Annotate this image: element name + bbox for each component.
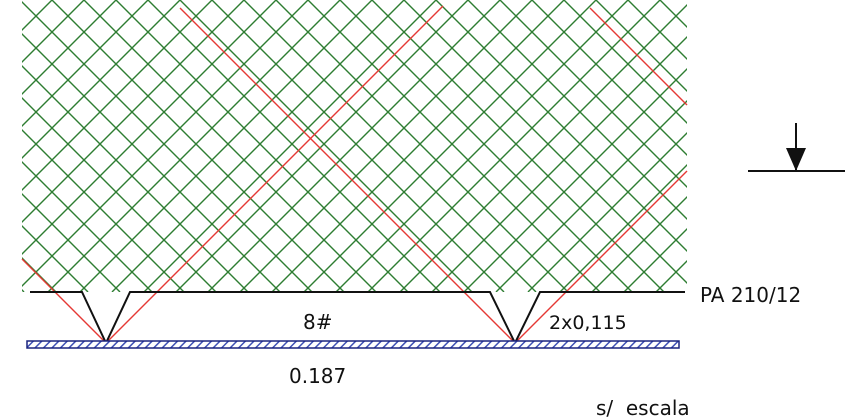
mesh-label: 8#	[303, 310, 332, 334]
mesh-line	[22, 0, 85, 63]
mesh-line	[22, 65, 249, 292]
mesh-line	[22, 0, 213, 191]
mesh-line	[22, 33, 281, 292]
mesh-line	[22, 129, 185, 292]
mesh-line	[688, 0, 845, 292]
mesh-line	[467, 0, 687, 220]
mesh-line	[111, 0, 405, 292]
mesh-line	[724, 0, 845, 292]
highlight-line	[179, 7, 516, 344]
mesh-line	[527, 132, 687, 292]
highlight-line	[105, 5, 444, 344]
mesh-line	[83, 0, 377, 292]
mesh-line	[431, 36, 687, 292]
mesh-line	[339, 0, 633, 292]
mesh-line	[367, 0, 661, 292]
mesh-line	[307, 0, 601, 292]
mesh-line	[623, 228, 687, 292]
mesh-line	[403, 0, 687, 284]
mesh-line	[22, 0, 309, 287]
wire-label: 2x0,115	[549, 312, 627, 334]
mesh-line	[495, 100, 687, 292]
highlight-line	[21, 258, 107, 344]
mesh-line	[175, 0, 469, 292]
mesh-line	[51, 0, 345, 292]
mesh-line	[22, 1, 313, 292]
mesh-line	[820, 0, 845, 292]
highlight-lines	[21, 5, 688, 344]
spacing-label: 0.187	[289, 364, 346, 388]
mesh-line	[399, 4, 687, 292]
mesh-line	[211, 0, 505, 292]
mesh-line	[22, 289, 25, 292]
mesh-line	[591, 196, 687, 292]
mesh-line	[371, 0, 665, 292]
mesh-line	[22, 0, 245, 223]
mesh-line	[207, 0, 501, 292]
mesh-line	[559, 164, 687, 292]
mesh-line	[275, 0, 569, 292]
mesh-line	[179, 0, 473, 292]
mesh-line	[79, 0, 373, 292]
mesh-line	[22, 161, 153, 292]
mesh-line	[115, 0, 409, 292]
profile-label: PA 210/12	[700, 283, 801, 307]
mesh-line	[335, 0, 629, 292]
mesh-line	[627, 0, 687, 60]
mesh-line	[22, 225, 89, 292]
section-arrow-icon	[748, 123, 845, 172]
mesh-line	[0, 0, 20, 292]
mesh-line	[239, 0, 533, 292]
mesh-line	[271, 0, 565, 292]
profile-outline	[30, 291, 685, 346]
mesh-line	[22, 193, 121, 292]
mesh-line	[303, 0, 597, 292]
mesh-line	[47, 0, 341, 292]
mesh-line	[563, 0, 687, 124]
base-plate	[26, 340, 680, 349]
highlight-line	[514, 170, 688, 344]
mesh-line	[499, 0, 687, 188]
mesh-line	[22, 0, 277, 255]
mesh-line	[692, 0, 845, 292]
mesh-line	[143, 0, 437, 292]
mesh-line	[659, 0, 687, 28]
mesh-line	[531, 0, 687, 156]
mesh-line	[147, 0, 441, 292]
mesh-grid	[0, 0, 845, 292]
mesh-line	[22, 97, 217, 292]
mesh-line	[22, 0, 117, 95]
scale-note: s/ escala	[596, 396, 690, 420]
highlight-line	[589, 7, 688, 106]
mesh-line	[595, 0, 687, 92]
mesh-line	[22, 0, 149, 127]
mesh-line	[756, 0, 845, 292]
mesh-line	[435, 0, 687, 252]
mesh-line	[22, 0, 181, 159]
mesh-line	[243, 0, 537, 292]
mesh-line	[463, 68, 687, 292]
